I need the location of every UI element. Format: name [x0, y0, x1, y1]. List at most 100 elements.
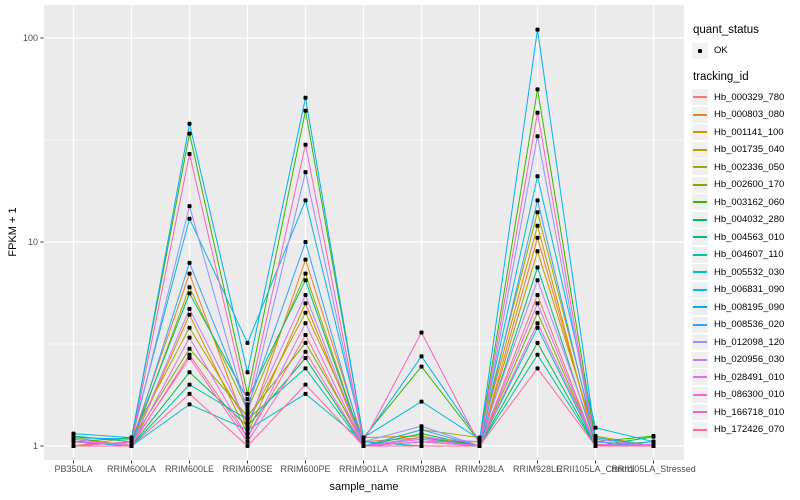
legend-item: Hb_000329_780 [692, 89, 800, 107]
data-point [535, 265, 540, 270]
data-point [187, 216, 192, 221]
series-color-line-icon [693, 288, 707, 291]
legend-item: Hb_166718_010 [692, 404, 800, 422]
series-color-key [692, 351, 708, 368]
legend-item-label: Hb_008195_090 [714, 301, 785, 313]
data-point [303, 278, 308, 283]
legend-item-label: Hb_004032_280 [714, 214, 785, 226]
data-point [535, 198, 540, 203]
series-color-key [692, 159, 708, 176]
series-color-key [692, 211, 708, 228]
x-tick-label: RRIM600PE [280, 464, 330, 474]
x-tick-label: RRIM928BA [396, 464, 446, 474]
legend-item: Hb_020956_030 [692, 351, 800, 369]
legend-item-label: Hb_028491_010 [714, 371, 785, 383]
data-point [187, 285, 192, 290]
data-point [187, 121, 192, 126]
data-point [187, 382, 192, 387]
legend-title-tracking-id: tracking_id [693, 70, 749, 83]
data-point [187, 370, 192, 375]
data-point [245, 444, 250, 448]
legend-item-label: Hb_001141_100 [714, 126, 784, 138]
data-point [187, 260, 192, 265]
data-point [535, 366, 540, 371]
data-point [303, 240, 308, 244]
series-color-key [692, 334, 708, 351]
data-point [303, 170, 308, 175]
data-point [303, 271, 308, 276]
data-point [477, 444, 482, 448]
data-point [187, 306, 192, 311]
data-point [419, 444, 424, 448]
legend-title-quant-status: quant_status [693, 24, 759, 36]
data-point [245, 397, 250, 401]
legend-item: Hb_004032_280 [692, 211, 800, 229]
series-color-line-icon [693, 253, 707, 256]
data-point [303, 293, 308, 297]
series-color-line-icon [693, 166, 707, 169]
data-point [187, 271, 192, 276]
legend-item-label: Hb_166718_010 [714, 406, 785, 418]
data-point [245, 417, 250, 422]
data-point [187, 204, 192, 209]
series-color-key [692, 194, 708, 211]
x-tick-label: RRIM928LA [455, 464, 504, 474]
legend-item-label: Hb_000803_080 [714, 109, 785, 121]
data-point [245, 420, 250, 425]
data-point [303, 257, 308, 262]
series-color-key [692, 246, 708, 263]
data-point [303, 333, 308, 337]
data-point [303, 366, 308, 371]
x-tick-label: RRIM600LA [107, 464, 156, 474]
legend-item-label: Hb_008536_020 [714, 319, 785, 331]
series-color-key [692, 106, 708, 123]
data-point [303, 310, 308, 315]
data-point [535, 134, 540, 139]
legend-item: Hb_001735_040 [692, 141, 800, 159]
x-tick-label: RRII105LA_Stressed [611, 464, 696, 474]
legend-item: Hb_004563_010 [692, 229, 800, 247]
legend-item-label: Hb_172426_070 [714, 424, 785, 436]
series-color-key [692, 299, 708, 316]
x-tick-label: RRIM600SE [222, 464, 272, 474]
legend-item-label: Hb_004563_010 [714, 231, 785, 243]
data-point [593, 437, 598, 442]
series-color-line-icon [693, 271, 707, 274]
data-point [593, 444, 598, 448]
series-color-key [692, 369, 708, 386]
data-point [419, 354, 424, 359]
data-point [535, 325, 540, 330]
series-color-line-icon [693, 148, 707, 151]
point-marker-icon [698, 48, 702, 53]
data-point [535, 235, 540, 240]
legend-item: Hb_012098_120 [692, 334, 800, 352]
data-point [71, 439, 76, 444]
legend-item: Hb_002600_170 [692, 176, 800, 194]
data-point [71, 444, 76, 448]
series-color-key [692, 89, 708, 106]
data-point [71, 431, 76, 436]
data-point [593, 425, 598, 430]
series-color-line-icon [693, 113, 707, 116]
legend-item-label: Hb_012098_120 [714, 336, 785, 348]
x-tick-label: RRIM600LE [165, 464, 214, 474]
data-point [535, 110, 540, 115]
data-point [535, 278, 540, 283]
legend-item: Hb_003162_060 [692, 194, 800, 212]
series-color-line-icon [693, 358, 707, 361]
data-point [419, 364, 424, 369]
data-point [245, 424, 250, 429]
data-point [419, 330, 424, 335]
legend-item: Hb_086300_010 [692, 386, 800, 404]
data-point [245, 402, 250, 407]
legend-item-label: Hb_002336_050 [714, 161, 785, 173]
y-tick-label: 10 [28, 237, 38, 247]
data-point [535, 310, 540, 315]
data-point [535, 87, 540, 92]
data-point [187, 291, 192, 296]
data-point [303, 108, 308, 113]
legend-item: Hb_004607_110 [692, 246, 800, 264]
data-point [303, 356, 308, 360]
data-point [245, 340, 250, 345]
data-point [651, 434, 656, 439]
